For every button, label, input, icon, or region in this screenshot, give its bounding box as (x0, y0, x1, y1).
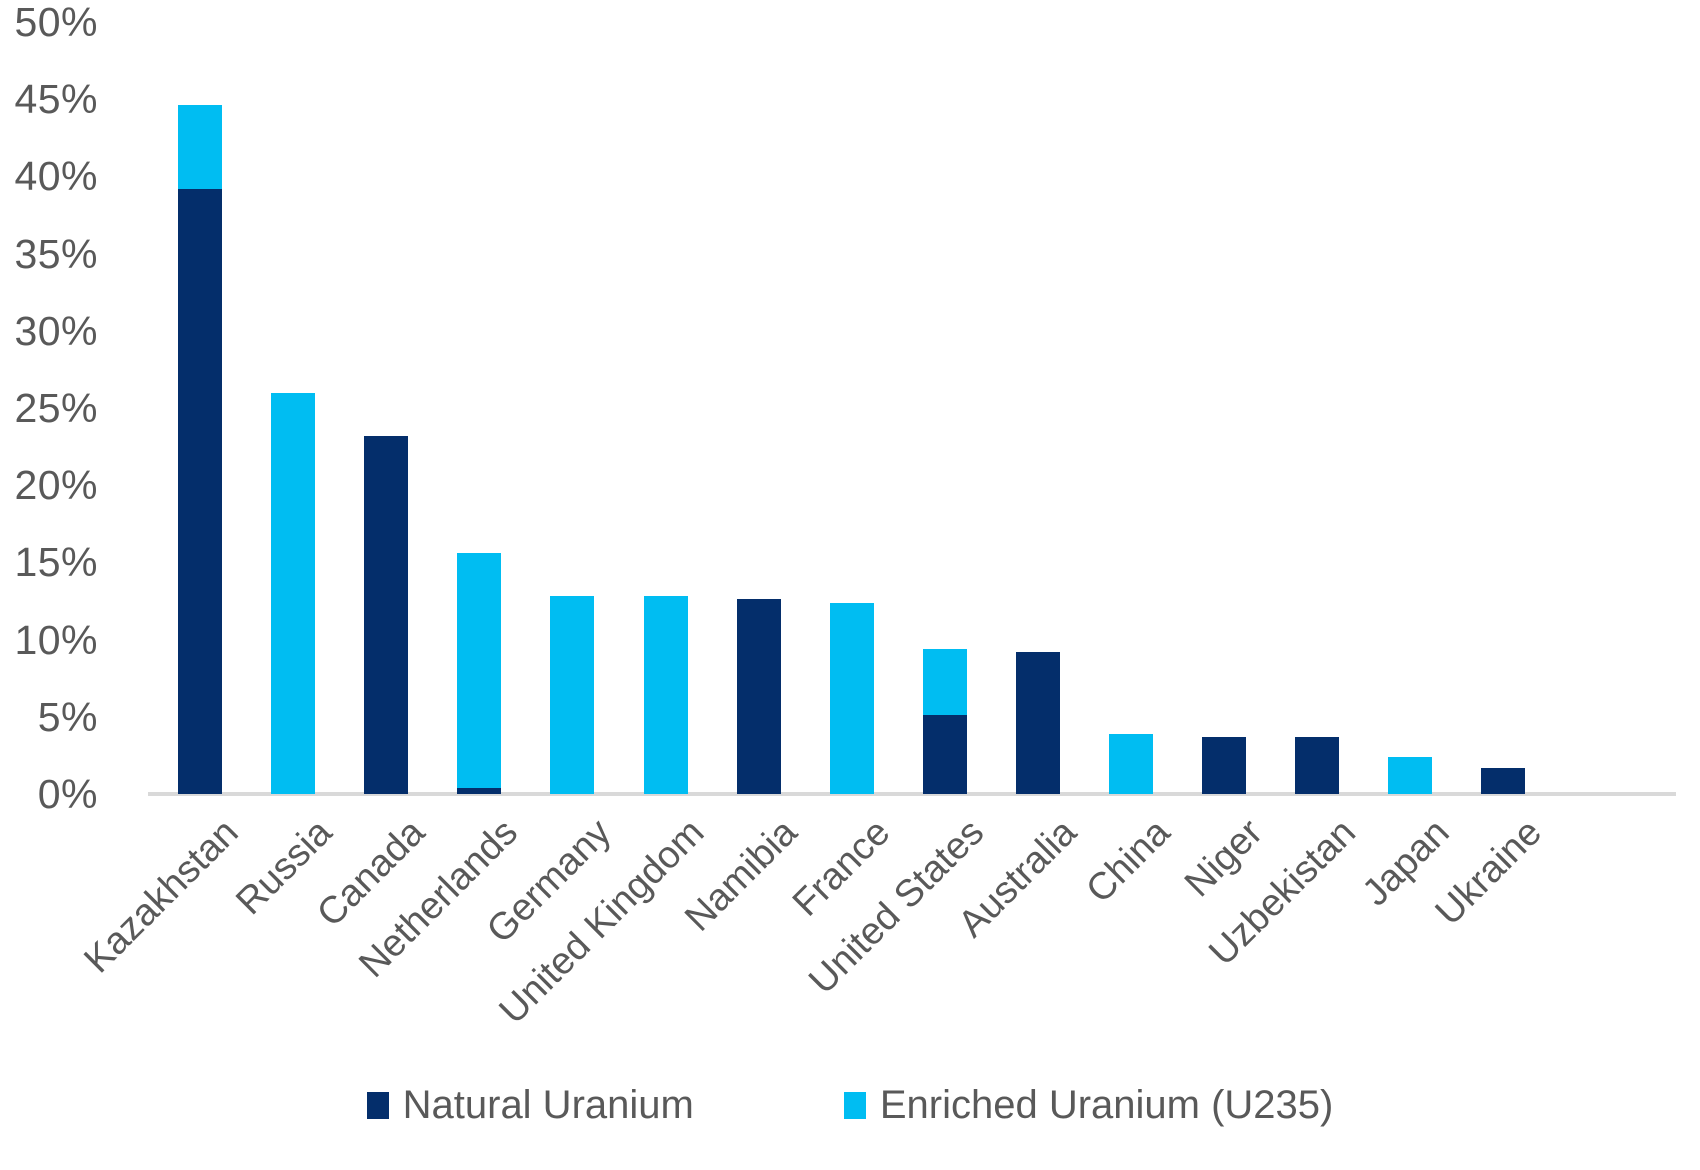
bar-kazakhstan-enriched-uranium-u235 (178, 105, 222, 189)
y-tick-label-45: 45% (14, 76, 98, 123)
bar-ukraine-natural-uranium (1481, 767, 1526, 794)
x-tick-label-kazakhstan: Kazakhstan (76, 811, 247, 982)
legend-swatch-natural-uranium-icon (366, 1091, 389, 1119)
bar-australia-natural-uranium (1015, 651, 1060, 794)
bar-netherlands-enriched-uranium-u235 (457, 553, 502, 788)
y-tick-label-50: 50% (14, 0, 98, 45)
bar-united-states-natural-uranium (922, 715, 967, 794)
y-tick-label-35: 35% (14, 230, 98, 277)
bar-niger-natural-uranium (1202, 736, 1247, 794)
bar-russia-enriched-uranium-u235 (271, 392, 316, 794)
bar-uzbekistan-natural-uranium (1295, 736, 1340, 794)
legend-label-natural-uranium: Natural Uranium (402, 1083, 694, 1127)
legend-item-enriched-uranium: Enriched Uranium (U235) (843, 1082, 1334, 1128)
bar-japan-enriched-uranium-u235 (1388, 756, 1433, 794)
legend-item-natural-uranium: Natural Uranium (366, 1082, 694, 1128)
x-tick-label-china: China (1078, 811, 1178, 912)
y-tick-label-30: 30% (14, 307, 98, 354)
bar-kazakhstan-natural-uranium (178, 188, 222, 794)
y-tick-label-25: 25% (14, 385, 98, 431)
bar-united-kingdom-enriched-uranium-u235 (643, 596, 688, 794)
bar-namibia-natural-uranium (736, 599, 781, 794)
y-tick-label-40: 40% (14, 153, 98, 200)
x-axis-line (148, 792, 1676, 796)
y-tick-label-0: 0% (37, 771, 98, 817)
bar-china-enriched-uranium-u235 (1109, 733, 1153, 794)
bar-france-enriched-uranium-u235 (829, 602, 874, 794)
bar-germany-enriched-uranium-u235 (550, 596, 595, 794)
legend-swatch-enriched-uranium-icon (843, 1091, 866, 1119)
y-tick-label-20: 20% (14, 462, 98, 509)
y-tick-label-10: 10% (14, 616, 98, 663)
legend: Natural Uranium Enriched Uranium (U235) (0, 1082, 1700, 1128)
y-tick-label-5: 5% (37, 693, 98, 740)
y-tick-label-15: 15% (14, 539, 98, 586)
legend-label-enriched-uranium: Enriched Uranium (U235) (879, 1083, 1334, 1127)
bar-netherlands-natural-uranium (457, 787, 502, 794)
bar-canada-natural-uranium (364, 435, 409, 794)
bar-united-states-enriched-uranium-u235 (922, 648, 967, 716)
